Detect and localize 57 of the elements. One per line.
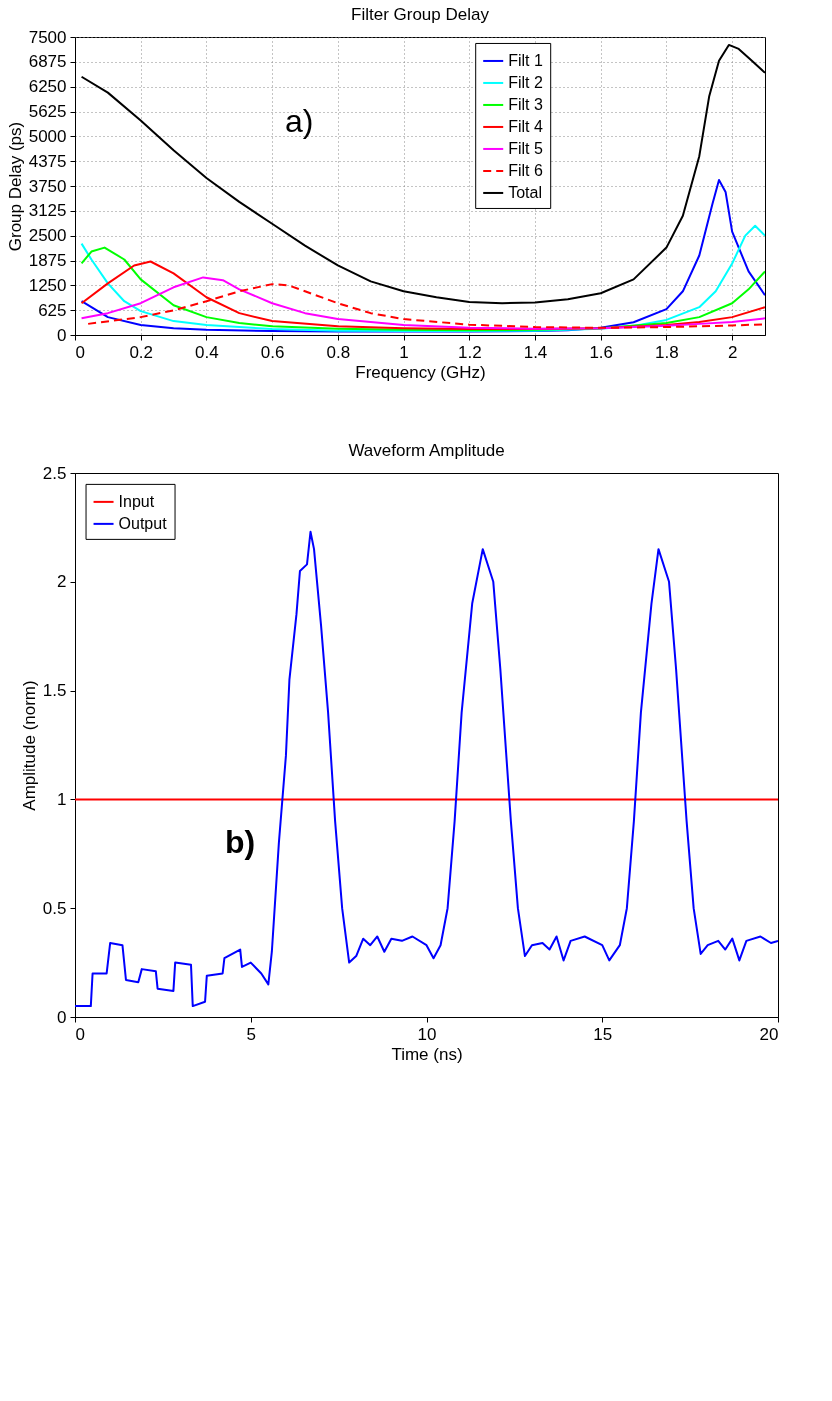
legend-label: Filt 2 xyxy=(508,73,543,91)
x-tick-label: 10 xyxy=(417,1024,437,1044)
x-tick-label: 20 xyxy=(759,1024,779,1044)
y-tick-label: 0.5 xyxy=(42,898,67,918)
y-tick-label: 1 xyxy=(57,789,67,809)
y-tick-label: 2500 xyxy=(28,226,67,246)
line-series xyxy=(80,276,765,330)
x-tick-label: 0.8 xyxy=(326,342,351,362)
line-series xyxy=(80,260,765,331)
y-tick-label: 5625 xyxy=(28,102,67,121)
y-tick-label: 1250 xyxy=(28,275,67,295)
x-tick-label: 15 xyxy=(593,1024,613,1044)
y-axis-title: Amplitude (norm) xyxy=(19,680,39,811)
legend-label: Filt 3 xyxy=(508,95,543,113)
x-tick-label: 0 xyxy=(75,342,85,362)
y-tick-label: 6875 xyxy=(28,52,67,72)
y-tick-label: 3750 xyxy=(28,176,67,196)
x-tick-label: 2 xyxy=(727,342,738,362)
x-tick-label: 0.4 xyxy=(195,342,219,362)
y-tick-label: 5000 xyxy=(28,126,67,146)
y-tick-label: 0 xyxy=(57,325,67,345)
y-tick-label: 4375 xyxy=(28,151,67,171)
y-tick-label: 1875 xyxy=(28,251,67,270)
x-tick-label: 0.2 xyxy=(129,342,154,362)
y-axis-title: Group Delay (ps) xyxy=(5,121,25,252)
legend-label: Filt 5 xyxy=(508,139,543,157)
annotation: b) xyxy=(225,824,256,860)
line-series xyxy=(80,246,765,332)
chart-title: Filter Group Delay xyxy=(351,5,490,24)
y-tick-label: 2.5 xyxy=(42,463,67,483)
x-tick-label: 0.6 xyxy=(260,342,285,362)
legend-label: Total xyxy=(508,183,542,201)
annotation: a) xyxy=(285,103,314,139)
x-axis-title: Time (ns) xyxy=(391,1044,463,1064)
y-tick-label: 3125 xyxy=(28,201,67,221)
x-tick-label: 1.2 xyxy=(457,342,482,362)
x-tick-label: 5 xyxy=(246,1024,256,1044)
x-tick-label: 1.8 xyxy=(655,342,679,362)
x-tick-label: 1 xyxy=(399,342,409,362)
line-series xyxy=(75,530,778,1008)
x-tick-label: 0 xyxy=(75,1024,85,1044)
legend-label: Filt 1 xyxy=(508,51,543,69)
y-tick-label: 625 xyxy=(38,300,67,320)
y-tick-label: 6250 xyxy=(28,77,67,97)
x-tick-label: 1.6 xyxy=(589,342,614,362)
y-tick-label: 1.5 xyxy=(42,681,67,701)
legend-label: Output xyxy=(118,514,168,532)
y-tick-label: 2 xyxy=(57,572,67,592)
legend-label: Input xyxy=(118,492,155,510)
x-tick-label: 1.4 xyxy=(523,342,548,362)
legend-label: Filt 4 xyxy=(508,117,543,135)
legend-label: Filt 6 xyxy=(508,161,543,179)
line-series xyxy=(80,224,765,333)
x-axis-title: Frequency (GHz) xyxy=(355,362,486,382)
y-tick-label: 0 xyxy=(57,1007,67,1027)
y-tick-label: 7500 xyxy=(28,27,67,47)
chart-title: Waveform Amplitude xyxy=(348,441,505,460)
